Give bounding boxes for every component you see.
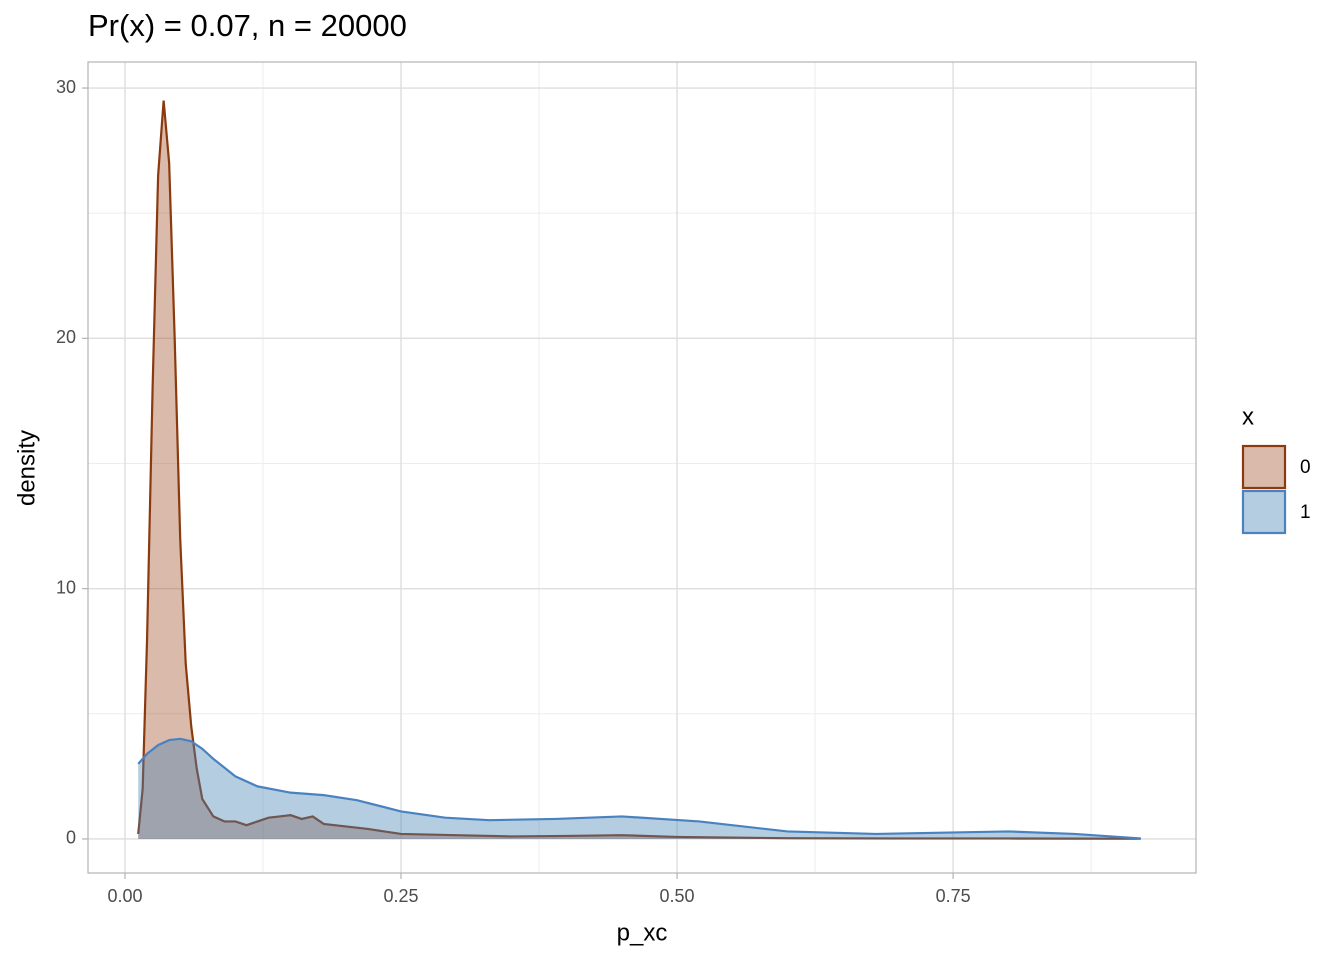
legend-title: x xyxy=(1242,403,1254,430)
density-area xyxy=(138,738,1141,839)
legend-key-bg xyxy=(1243,491,1285,533)
y-axis-label: density xyxy=(13,430,40,506)
x-tick-label: 0.25 xyxy=(383,886,418,906)
y-tick-label: 0 xyxy=(66,828,76,848)
legend-key xyxy=(1241,444,1287,490)
y-tick-label: 10 xyxy=(56,577,76,597)
legend-label: 0 xyxy=(1300,457,1311,478)
x-tick-label: 0.75 xyxy=(936,886,971,906)
density-line xyxy=(137,737,1141,840)
x-tick-label: 0.00 xyxy=(107,886,142,906)
chart-title: Pr(x) = 0.07, n = 20000 xyxy=(88,8,407,43)
density-area xyxy=(138,100,1141,839)
x-axis-label: p_xc xyxy=(617,919,668,946)
legend-key-bg xyxy=(1243,446,1285,488)
x-tick-label: 0.50 xyxy=(660,886,695,906)
y-tick-label: 30 xyxy=(56,77,76,97)
legend-key xyxy=(1241,489,1287,535)
plot-border xyxy=(87,61,1197,874)
legend-label: 1 xyxy=(1300,502,1311,523)
density-line xyxy=(137,100,1141,840)
y-tick-label: 20 xyxy=(56,327,76,347)
